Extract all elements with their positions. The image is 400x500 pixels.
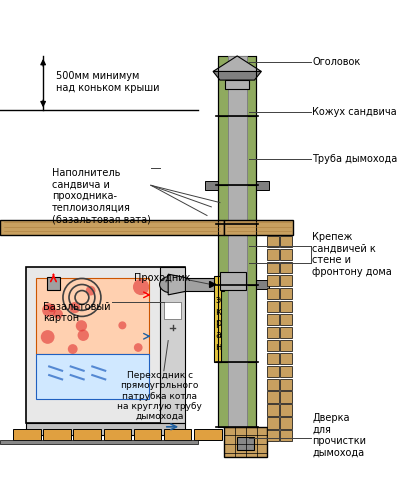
Bar <box>36 354 149 399</box>
Bar <box>224 220 293 236</box>
Bar <box>205 181 218 190</box>
Bar <box>26 422 186 436</box>
Bar <box>228 116 247 186</box>
Bar <box>280 327 292 338</box>
Bar <box>267 340 278 351</box>
Circle shape <box>99 333 109 344</box>
Bar <box>267 262 278 274</box>
Ellipse shape <box>160 276 186 293</box>
Bar <box>280 314 292 325</box>
Bar <box>228 362 247 427</box>
Bar <box>218 186 256 224</box>
Bar <box>267 301 278 312</box>
Bar <box>194 430 222 440</box>
Bar <box>280 340 292 351</box>
Bar <box>280 366 292 377</box>
Bar <box>43 430 71 440</box>
Bar <box>36 278 149 353</box>
Bar <box>280 236 292 248</box>
Polygon shape <box>168 274 186 295</box>
Bar <box>280 275 292 286</box>
Bar <box>280 262 292 274</box>
Bar <box>220 272 246 289</box>
Bar <box>134 430 161 440</box>
FancyBboxPatch shape <box>224 427 267 457</box>
Bar <box>0 440 198 444</box>
Bar <box>267 392 278 402</box>
Polygon shape <box>213 72 261 80</box>
Circle shape <box>53 325 62 334</box>
Text: Оголовок: Оголовок <box>312 57 360 67</box>
Circle shape <box>46 316 54 323</box>
Bar <box>225 80 249 88</box>
Bar <box>218 56 256 116</box>
Bar <box>280 249 292 260</box>
Bar <box>280 288 292 299</box>
Bar <box>164 302 181 319</box>
Bar <box>267 352 278 364</box>
Bar <box>280 430 292 442</box>
Bar <box>267 327 278 338</box>
Bar <box>177 278 224 291</box>
Bar <box>280 418 292 428</box>
Bar <box>228 56 247 116</box>
Bar <box>0 220 224 236</box>
Circle shape <box>123 310 131 318</box>
Bar <box>205 280 218 289</box>
Bar <box>218 224 256 284</box>
Bar <box>160 268 186 422</box>
Bar <box>280 301 292 312</box>
Text: Базальтовый
картон: Базальтовый картон <box>43 302 111 324</box>
Text: Крепеж
сандвичей к
стене и
фронтону дома: Крепеж сандвичей к стене и фронтону дома <box>312 232 392 276</box>
Text: Труба дымохода: Труба дымохода <box>312 154 398 164</box>
Bar <box>280 392 292 402</box>
Bar <box>218 362 256 427</box>
Bar <box>13 430 40 440</box>
Bar <box>104 430 131 440</box>
Bar <box>73 430 101 440</box>
Bar <box>267 404 278 415</box>
Text: Наполнитель
сандвича и
проходника-
теплоизоляция
(базальтовая вата): Наполнитель сандвича и проходника- тепло… <box>52 168 151 224</box>
Text: э
к
р
а
н: э к р а н <box>215 295 222 352</box>
Bar <box>228 186 247 224</box>
Circle shape <box>122 300 129 308</box>
Polygon shape <box>213 56 261 72</box>
Text: Дверка
для
прочистки
дымохода: Дверка для прочистки дымохода <box>312 413 366 458</box>
Bar <box>214 276 221 362</box>
Bar <box>280 404 292 415</box>
Circle shape <box>80 323 92 334</box>
Circle shape <box>135 300 150 315</box>
Circle shape <box>130 277 145 292</box>
Bar <box>267 378 278 390</box>
Bar <box>218 284 256 362</box>
Bar <box>267 430 278 442</box>
Bar <box>267 366 278 377</box>
Circle shape <box>117 332 128 343</box>
Bar <box>228 284 247 362</box>
Circle shape <box>102 330 114 342</box>
Bar <box>256 280 269 289</box>
Text: Переходник с
прямоугольного
патрубка котла
на круглую трубу
дымохода: Переходник с прямоугольного патрубка кот… <box>117 371 202 422</box>
Bar <box>267 249 278 260</box>
Bar <box>267 236 278 248</box>
Circle shape <box>58 286 74 303</box>
Text: 500мм минимум
над коньком крыши: 500мм минимум над коньком крыши <box>56 71 160 92</box>
Bar <box>228 224 247 284</box>
Bar <box>237 437 254 450</box>
Bar <box>256 181 269 190</box>
Bar <box>26 268 186 422</box>
Bar <box>267 275 278 286</box>
Text: Проходник: Проходник <box>134 272 190 282</box>
Bar <box>267 288 278 299</box>
Bar <box>267 418 278 428</box>
Circle shape <box>35 316 51 332</box>
Bar <box>164 430 192 440</box>
Bar <box>218 116 256 186</box>
Bar <box>280 352 292 364</box>
Text: Кожух сандвича: Кожух сандвича <box>312 107 397 117</box>
Bar <box>280 378 292 390</box>
Bar <box>267 314 278 325</box>
Bar <box>46 276 60 289</box>
